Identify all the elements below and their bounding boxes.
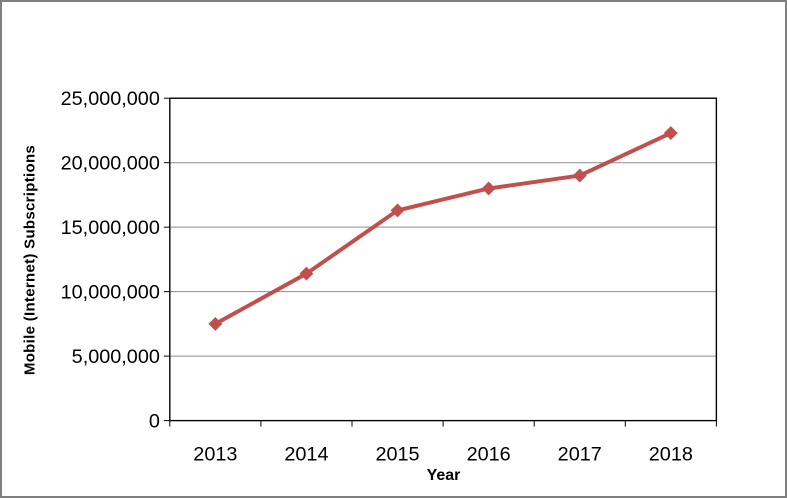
y-tick-label: 25,000,000 <box>61 88 160 110</box>
plot-border <box>169 97 718 422</box>
data-point-marker <box>481 181 496 196</box>
data-line <box>213 131 673 326</box>
x-tick-label: 2017 <box>558 443 602 465</box>
x-axis-title: Year <box>426 467 461 484</box>
y-axis-title: Mobile (Internet) Subscriptions <box>21 144 39 376</box>
y-tick-label: 0 <box>149 411 160 433</box>
data-point-marker <box>572 168 587 183</box>
y-tick-label: 15,000,000 <box>61 217 160 239</box>
x-tick-label: 2014 <box>284 443 328 465</box>
x-tick-label: 2016 <box>467 443 511 465</box>
data-point-marker <box>390 203 405 218</box>
x-tick-label: 2013 <box>193 443 237 465</box>
data-point-marker <box>299 266 314 281</box>
y-tick-label: 5,000,000 <box>72 346 160 368</box>
x-tick-label: 2015 <box>375 443 419 465</box>
data-point-marker <box>208 316 223 331</box>
y-tick-label: 10,000,000 <box>61 282 160 304</box>
x-tick-label: 2018 <box>649 443 693 465</box>
y-tick-label: 20,000,000 <box>61 153 160 175</box>
data-point-marker <box>663 126 678 140</box>
